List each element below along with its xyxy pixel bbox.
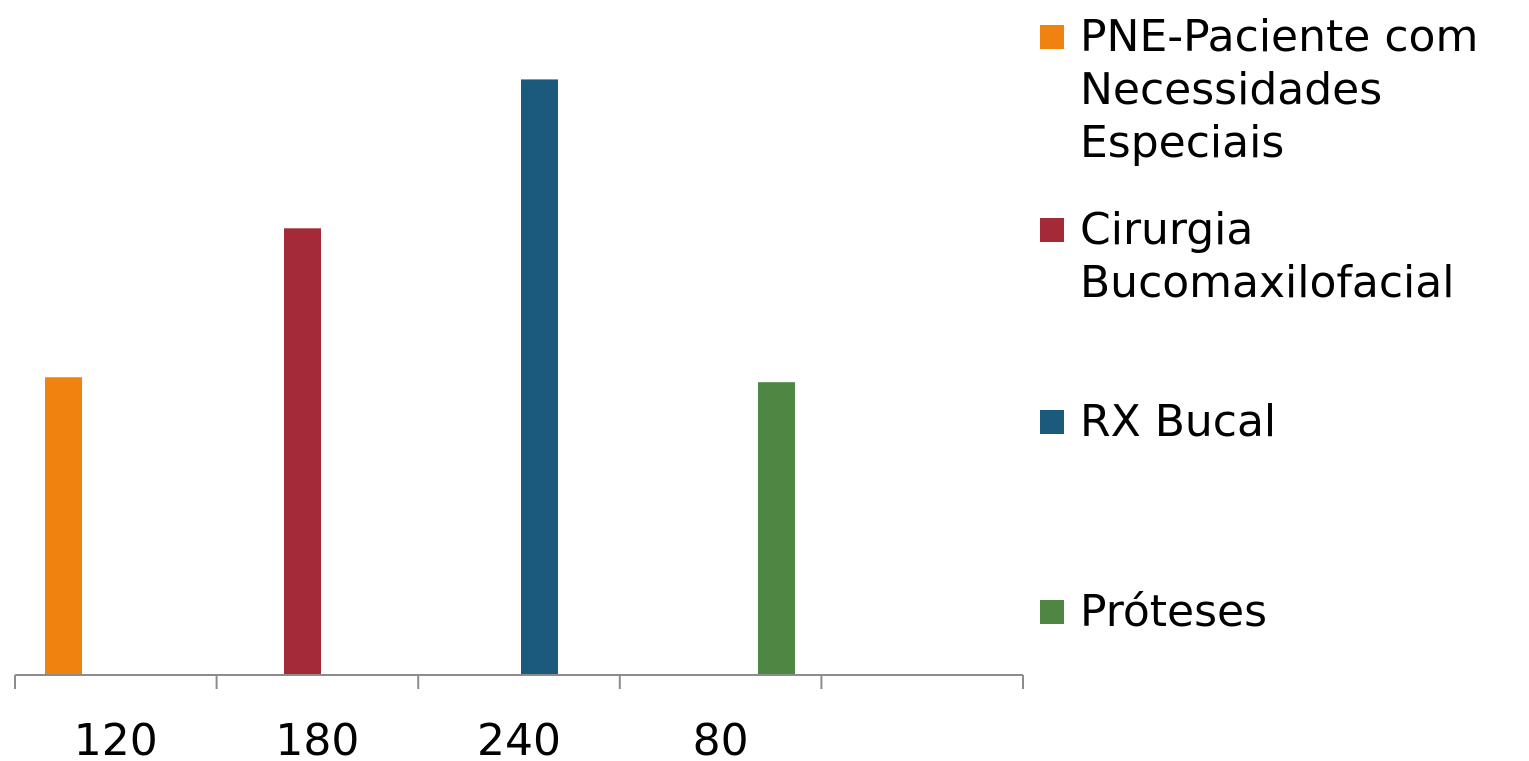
bar-3: [521, 79, 558, 676]
bar-2: [284, 228, 321, 675]
legend-label: Cirurgia Bucomaxilofacial: [1080, 204, 1455, 308]
bar-4: [758, 382, 795, 675]
bars: [45, 79, 795, 676]
legend-label: RX Bucal: [1080, 396, 1277, 447]
x-tick-label: 180: [275, 715, 359, 761]
legend-swatch: [1040, 600, 1064, 624]
legend-label: PNE-Paciente com Necessidades Especiais: [1080, 11, 1479, 168]
x-tick-label: 80: [693, 715, 749, 761]
bar-1: [45, 377, 82, 675]
x-tick-label: 120: [74, 715, 158, 761]
legend-label: Próteses: [1080, 586, 1268, 637]
x-axis: [14, 674, 1024, 689]
legend-swatch: [1040, 25, 1064, 49]
x-tick-label: 240: [477, 715, 561, 761]
legend-swatch: [1040, 218, 1064, 242]
legend: PNE-Paciente com Necessidades Especiais C…: [1040, 0, 1529, 680]
x-tick-labels: 120 180 240 80: [74, 715, 749, 761]
legend-swatch: [1040, 410, 1064, 434]
